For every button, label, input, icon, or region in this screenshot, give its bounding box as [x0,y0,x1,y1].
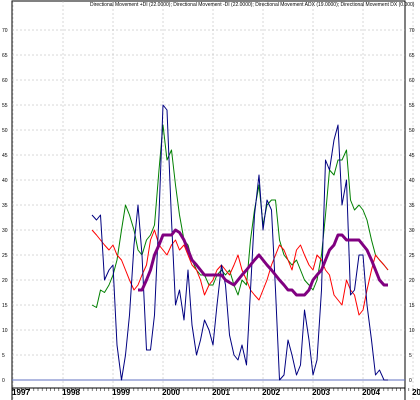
y-tick-label-left: 65 [2,53,8,59]
chart-title: Directional Movement +DI (22.0000); Dire… [90,2,415,8]
x-tick-label: 2002 [262,388,280,397]
y-tick-label-right: 5 [409,353,412,359]
x-tick-label: 2005 [412,388,420,397]
y-tick-label-right: 70 [409,28,415,34]
y-tick-label-left: 35 [2,203,8,209]
y-tick-label-left: 15 [2,303,8,309]
series-line-dx [91,104,388,381]
x-tick-label: 1998 [62,388,80,397]
y-tick-label-left: 10 [2,328,8,334]
x-tick-label: 1999 [112,388,130,397]
y-tick-label-right: 15 [409,303,415,309]
y-tick-label-right: 35 [409,203,415,209]
y-tick-label-right: 30 [409,228,415,234]
y-tick-label-left: 30 [2,228,8,234]
y-tick-label-right: 55 [409,103,415,109]
y-tick-label-left: 70 [2,28,8,34]
series-line-minus-di [91,229,389,316]
axis-layer: -5-5005510101515202025253030353540404545… [2,28,420,397]
series-layer [12,104,405,381]
y-tick-label-right: 40 [409,178,415,184]
plot-frame [11,0,406,400]
y-tick-label-right: 45 [409,153,415,159]
y-tick-label-right: 20 [409,278,415,284]
x-tick-label: 1997 [12,388,30,397]
y-tick-label-left: 50 [2,128,8,134]
y-tick-label-right: 60 [409,78,415,84]
x-tick-label: 2004 [362,388,380,397]
y-tick-label-right: 65 [409,53,415,59]
x-tick-label: 2001 [212,388,230,397]
y-tick-label-right: 25 [409,253,415,259]
y-tick-label-right: 0 [409,378,412,384]
series-line-plus-di [91,124,389,308]
y-tick-label-left: 0 [2,378,5,384]
y-tick-label-left: 5 [2,353,5,359]
y-tick-label-right: 50 [409,128,415,134]
grid-layer [11,0,414,400]
y-tick-label-right: 10 [409,328,415,334]
x-tick-label: 2000 [162,388,180,397]
y-tick-label-left: 60 [2,78,8,84]
x-tick-label: 2003 [312,388,330,397]
y-tick-label-left: 55 [2,103,8,109]
y-tick-label-left: 25 [2,253,8,259]
y-tick-label-left: 45 [2,153,8,159]
series-line-adx [138,228,388,297]
y-tick-label-left: 20 [2,278,8,284]
y-tick-label-left: 40 [2,178,8,184]
